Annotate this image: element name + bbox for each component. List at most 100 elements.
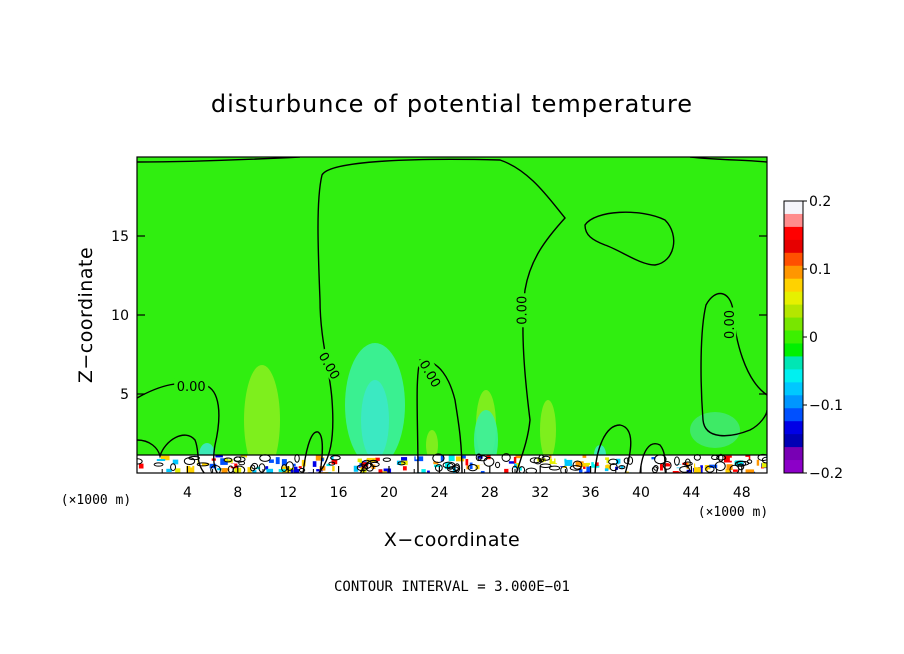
strip-cell [440,469,444,473]
strip-cell [719,463,728,468]
strip-contour [572,460,583,470]
strip-contour [673,456,680,466]
small-contour-a [302,431,324,473]
strip-cell [682,462,687,465]
strip-cell [632,462,640,469]
strip-cell [676,464,682,468]
strip-cell [672,471,681,473]
small-contour-b [594,424,632,473]
strip-cell [555,456,565,464]
strip-contour [251,462,259,470]
strip-cell [756,459,760,466]
contour-label-backdrop [174,378,209,394]
strip-cell [558,461,565,467]
strip-contour [170,463,177,472]
strip-cell [229,460,233,465]
strip-cell [433,461,439,465]
strip-cell [338,471,342,473]
strip-cell [626,471,629,473]
strip-contour [183,457,196,466]
colorbar-swatch [784,330,803,344]
strip-cell [156,459,166,462]
x-tick-label: 4 [183,485,192,501]
boundary-layer-noise [137,453,767,473]
colorbar-swatch [784,369,803,383]
strip-contour [369,461,380,468]
strip-cell [265,466,269,470]
strip-cell [641,468,650,473]
strip-cell [569,466,577,471]
chart-title: disturbunce of potential temperature [211,90,693,118]
contour-label-backdrop [513,293,529,328]
strip-cell [618,463,625,466]
strip-cell [480,470,485,473]
strip-cell [581,463,589,467]
strip-cell [732,469,738,472]
y-axis-label: Z−coordinate [75,247,97,383]
strip-contour [501,453,511,462]
strip-cell [386,469,390,473]
strip-cell [192,460,198,466]
colorbar-tick-label: −0.1 [809,398,843,414]
strip-cell [584,471,590,473]
x-tick-label: 44 [682,485,700,501]
strip-cell [353,462,360,466]
strip-cell [582,455,587,458]
strip-cell [662,458,666,465]
strip-cell [290,469,294,473]
contour-label-text: 0.00 [723,310,738,339]
x-tick-label: 12 [279,485,297,501]
y-tick-label: 10 [111,308,129,324]
strip-cell [597,456,605,463]
strip-cell [266,468,274,473]
strip-contour [328,461,336,466]
upper-right-closed-contour [584,211,675,266]
strip-cell [687,458,690,465]
plot-area: 0.000.00 0.000.00 0.00 [137,157,767,473]
strip-cell [525,468,533,473]
strip-cell [575,461,584,468]
strip-contour [714,461,726,472]
colorbar-tick-label: 0.2 [809,194,831,210]
y-tick-label: 5 [120,387,129,403]
x-axis-label: X−coordinate [384,529,520,551]
x-unit-left: (×1000 m) [61,493,131,508]
strip-contour [539,463,552,468]
strip-cell [365,466,369,470]
strip-cell [479,464,489,471]
strip-cell [351,467,354,473]
x-tick-label: 8 [233,485,242,501]
strip-contour [330,455,341,461]
strip-cell [381,459,386,467]
strip-cell [252,455,261,459]
strip-contour [223,457,233,463]
strip-cell [646,468,656,473]
strip-cell [249,458,254,466]
strip-contour [618,465,626,470]
strip-cell [513,456,517,464]
strip-cell [564,459,573,466]
strip-cell [461,455,466,459]
strip-cell [375,457,380,461]
strip-cell [202,455,207,462]
strip-contour [153,462,164,467]
strip-cell [227,459,233,463]
strip-cell [515,455,522,459]
x-tick-label: 28 [481,485,499,501]
strip-cell [521,457,526,462]
strip-contour [382,457,392,462]
strip-contour [541,455,551,461]
strip-cell [256,466,261,470]
colorbar-swatch [784,265,803,280]
strip-contour [196,462,210,467]
strip-cell [605,457,610,464]
contour-label-text: 0.00 [515,296,530,325]
strip-cell [332,466,335,472]
strip-cell [586,462,591,465]
strip-cell [671,468,678,473]
strip-cell [281,459,287,466]
strip-contour [356,464,369,472]
strip-cell [281,466,291,473]
strip-cell [636,455,645,460]
contour-label-backdrop [721,307,737,342]
